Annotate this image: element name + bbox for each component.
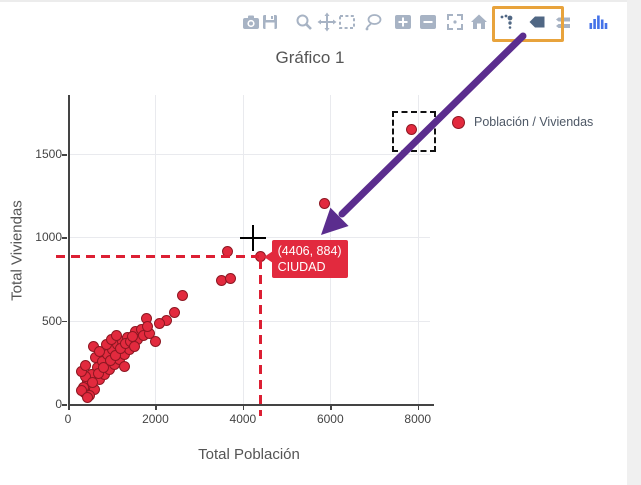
- x-tick-label: 6000: [316, 412, 344, 426]
- y-tick-mark: [62, 320, 67, 323]
- y-tick-mark: [62, 404, 67, 406]
- x-tick-label: 0: [64, 412, 72, 426]
- y-tick-mark: [62, 154, 67, 156]
- data-point[interactable]: [97, 362, 109, 373]
- x-tick-mark: [68, 405, 70, 410]
- plotly-logo-icon[interactable]: [588, 12, 608, 32]
- data-point[interactable]: [110, 330, 122, 342]
- box-select-icon[interactable]: [337, 12, 357, 32]
- data-point[interactable]: [141, 321, 153, 333]
- gridline: [155, 95, 157, 404]
- x-axis-line: [68, 404, 434, 406]
- data-point[interactable]: [93, 346, 105, 358]
- x-tick-mark: [155, 405, 157, 410]
- data-point[interactable]: [81, 392, 93, 403]
- gridline: [68, 154, 430, 155]
- data-point[interactable]: [153, 318, 165, 330]
- lasso-select-icon[interactable]: [364, 12, 384, 32]
- tooltip-label: CIUDAD: [277, 259, 326, 274]
- x-tick-label: 4000: [229, 412, 257, 426]
- y-tick-mark: [62, 237, 67, 239]
- zoom-out-icon[interactable]: [418, 12, 438, 32]
- legend-item[interactable]: Población / Viviendas: [452, 115, 593, 129]
- data-point[interactable]: [149, 336, 161, 348]
- y-tick-label: 1500: [35, 147, 62, 161]
- tooltip-coordinates: (4406, 884): [277, 243, 342, 258]
- horizontal-spike-line: [56, 255, 259, 259]
- right-panel-edge: [627, 0, 641, 485]
- zoom-icon[interactable]: [294, 12, 314, 32]
- save-icon[interactable]: [260, 12, 280, 32]
- zoom-in-icon[interactable]: [393, 12, 413, 32]
- data-point[interactable]: [224, 273, 236, 285]
- data-point[interactable]: [75, 385, 87, 396]
- selected-point-dashed-box: [391, 110, 436, 152]
- legend-marker-dot: [452, 115, 465, 129]
- data-point[interactable]: [176, 290, 188, 302]
- x-axis-title: Total Población: [198, 446, 300, 463]
- gridline: [68, 320, 430, 322]
- data-point[interactable]: [168, 307, 180, 319]
- crosshair-cursor: [251, 225, 254, 251]
- hover-closest-icon[interactable]: [497, 12, 517, 32]
- y-axis-line: [68, 95, 70, 404]
- data-point[interactable]: [86, 377, 98, 388]
- tooltip-caret: [263, 250, 273, 263]
- hover-tooltip: (4406, 884) CIUDAD: [271, 239, 348, 279]
- x-tick-mark: [417, 405, 420, 410]
- data-point[interactable]: [128, 341, 140, 353]
- gridline: [417, 95, 419, 404]
- x-tick-mark: [242, 405, 245, 410]
- y-axis-title: Total Viviendas: [8, 200, 26, 301]
- vertical-spike-line: [259, 259, 263, 416]
- pan-icon[interactable]: [317, 12, 337, 32]
- gridline: [242, 95, 244, 404]
- y-tick-label: 0: [55, 397, 62, 411]
- home-icon[interactable]: [469, 12, 489, 32]
- y-tick-label: 1000: [35, 230, 62, 245]
- x-tick-label: 8000: [404, 412, 432, 426]
- data-point[interactable]: [79, 360, 91, 371]
- data-point[interactable]: [318, 197, 330, 209]
- autoscale-icon[interactable]: [445, 12, 465, 32]
- y-tick-label: 500: [41, 313, 62, 328]
- hover-compare-icon[interactable]: [527, 12, 547, 32]
- x-tick-label: 2000: [142, 412, 169, 426]
- x-tick-mark: [330, 405, 332, 410]
- camera-icon[interactable]: [241, 12, 261, 32]
- legend-label: Población / Viviendas: [474, 115, 594, 129]
- chart-title: Gráfico 1: [275, 48, 345, 67]
- data-point[interactable]: [118, 361, 130, 372]
- toolbar-highlight-rectangle: [492, 6, 564, 42]
- top-divider: [0, 0, 641, 2]
